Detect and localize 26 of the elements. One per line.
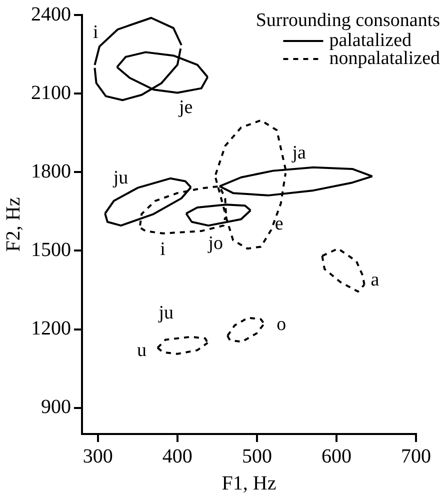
legend-title: Surrounding consonants: [256, 10, 440, 31]
x-tick-label: 300: [82, 445, 113, 468]
y-axis-title: F2, Hz: [2, 197, 24, 252]
annotation: u: [137, 340, 148, 362]
y-tick-label: 2400: [31, 3, 71, 26]
x-axis-title: F1, Hz: [222, 472, 276, 494]
annotation: i: [160, 239, 166, 260]
annotation: a: [370, 270, 380, 291]
annotation: e: [274, 213, 284, 234]
y-tick-label: 1500: [31, 238, 71, 261]
x-tick-label: 500: [242, 445, 272, 468]
x-tick-label: 700: [401, 445, 431, 468]
x-tick-label: 600: [321, 445, 352, 468]
x-tick-label: 400: [162, 445, 192, 468]
annotation: je: [178, 97, 193, 118]
annotation: o: [276, 314, 286, 336]
annotation: ja: [291, 142, 307, 164]
y-tick-label: 2100: [31, 82, 71, 104]
annotation: ju: [158, 302, 174, 324]
annotation: jo: [207, 233, 223, 254]
y-tick-label: 1200: [31, 318, 71, 340]
y-tick-label: 900: [41, 396, 71, 418]
legend-label: palatalized: [329, 30, 412, 51]
annotation: ju: [112, 167, 129, 188]
annotation: i: [93, 22, 98, 43]
y-tick-label: 1800: [31, 160, 71, 182]
